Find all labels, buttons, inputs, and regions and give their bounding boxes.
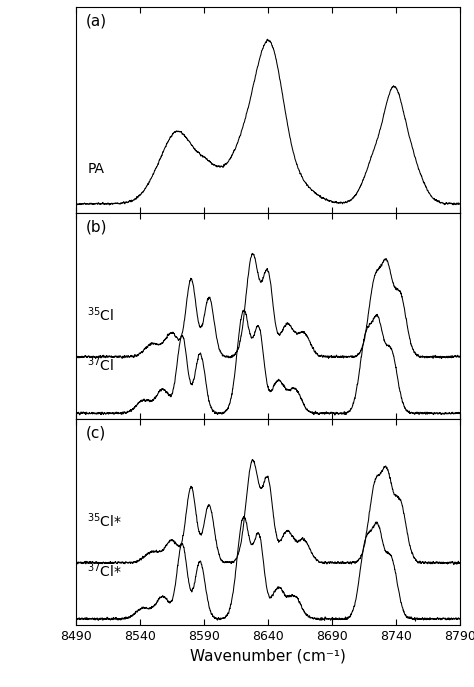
Text: (c): (c) — [85, 425, 106, 440]
Text: $^{37}$Cl*: $^{37}$Cl* — [87, 561, 122, 580]
Text: (b): (b) — [85, 219, 107, 234]
Text: (a): (a) — [85, 13, 107, 28]
X-axis label: Wavenumber (cm⁻¹): Wavenumber (cm⁻¹) — [190, 649, 346, 664]
Text: $^{35}$Cl*: $^{35}$Cl* — [87, 512, 122, 530]
Text: PA: PA — [87, 162, 104, 176]
Text: $^{35}$Cl: $^{35}$Cl — [87, 306, 115, 324]
Text: $^{37}$Cl: $^{37}$Cl — [87, 355, 115, 374]
